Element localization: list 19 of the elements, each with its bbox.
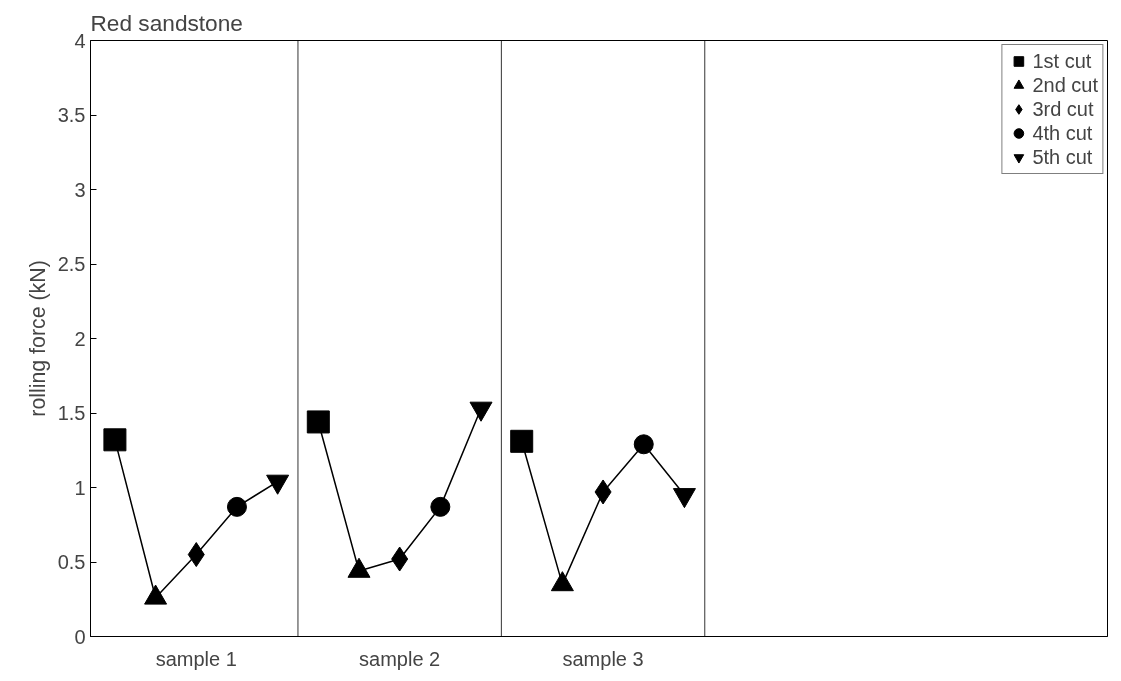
y-tick-label: 2.5 [57,253,86,275]
y-tick-label: 2 [74,327,86,350]
x-tick-label: sample 1 [155,647,237,670]
y-axis-title: rolling force (kN) [25,260,50,417]
y-tick-label: 0 [74,625,86,648]
x-tick-label: sample 2 [359,647,441,670]
y-tick-label: 0.5 [57,551,86,573]
x-tick-label: sample 3 [562,647,644,670]
legend-label: 2nd cut [1032,73,1098,97]
y-tick-label: 1.5 [57,402,86,424]
chart-title: Red sandstone [90,9,243,36]
legend-label: 1st cut [1032,49,1092,73]
legend-label: 5th cut [1032,145,1093,169]
y-tick-label: 3.5 [57,104,86,126]
y-tick-label: 3 [74,178,86,201]
legend-label: 4th cut [1032,121,1093,145]
y-tick-label: 4 [74,29,86,52]
legend-label: 3rd cut [1032,97,1094,121]
y-tick-label: 1 [74,476,86,499]
